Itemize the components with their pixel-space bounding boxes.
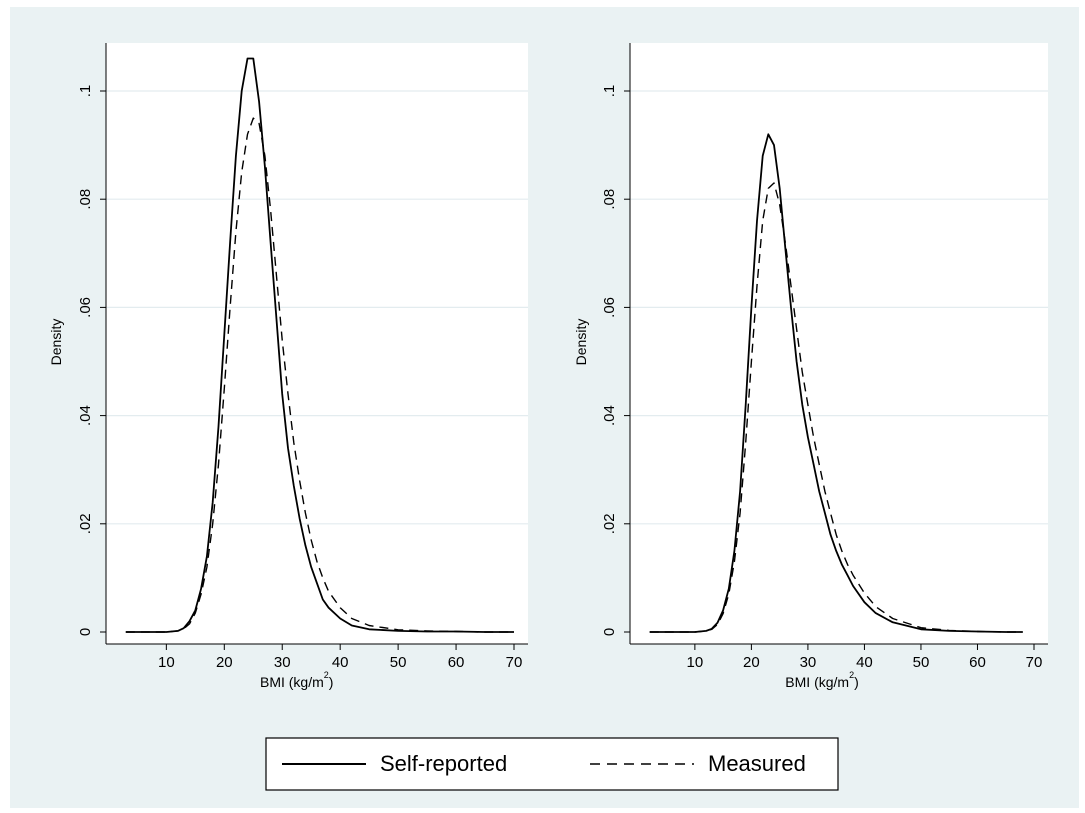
x-tick-label: 10 bbox=[687, 654, 704, 671]
x-tick-label: 40 bbox=[856, 654, 873, 671]
plot-area bbox=[630, 43, 1048, 644]
x-tick-label: 60 bbox=[448, 654, 465, 671]
y-tick-label: .02 bbox=[77, 513, 94, 534]
y-tick-label: .06 bbox=[77, 297, 94, 318]
series-line-measured bbox=[649, 182, 1023, 633]
y-tick-label: .08 bbox=[601, 189, 618, 210]
right-panel: 0 .02 .04 .06 .08 .1 10 20 30 40 50 60 70 Density BMI … bbox=[573, 43, 1048, 690]
y-tick-label: .1 bbox=[77, 85, 94, 98]
x-tick-label: 70 bbox=[506, 654, 523, 671]
series-line-self-reported bbox=[125, 57, 514, 633]
y-tick-label: .08 bbox=[77, 189, 94, 210]
legend-label-measured: Measured bbox=[708, 751, 806, 776]
legend-label-self-reported: Self-reported bbox=[380, 751, 507, 776]
x-tick-label: 10 bbox=[158, 654, 175, 671]
x-tick-label: 30 bbox=[274, 654, 291, 671]
left-panel: 0 .02 .04 .06 .08 .1 10 20 30 40 50 60 70 Density BMI … bbox=[48, 43, 528, 690]
x-axis-title: BMI (kg/m2) bbox=[785, 670, 858, 690]
y-axis-title: Density bbox=[48, 319, 64, 366]
x-tick-label: 50 bbox=[913, 654, 930, 671]
x-axis-title: BMI (kg/m2) bbox=[260, 670, 333, 690]
x-tick-label: 30 bbox=[800, 654, 817, 671]
series-line-self-reported bbox=[649, 133, 1023, 633]
y-tick-label: .1 bbox=[601, 85, 618, 98]
legend: Self-reported Measured bbox=[265, 737, 839, 791]
series-line-measured bbox=[125, 117, 514, 633]
x-tick-label: 70 bbox=[1026, 654, 1043, 671]
y-tick-label: .02 bbox=[601, 513, 618, 534]
y-tick-label: .04 bbox=[77, 405, 94, 426]
x-tick-label: 50 bbox=[390, 654, 407, 671]
x-tick-label: 60 bbox=[969, 654, 986, 671]
x-tick-label: 40 bbox=[332, 654, 349, 671]
y-tick-label: .06 bbox=[601, 297, 618, 318]
y-tick-label: 0 bbox=[601, 628, 618, 636]
plot-area bbox=[106, 43, 528, 644]
x-tick-label: 20 bbox=[216, 654, 233, 671]
y-tick-label: .04 bbox=[601, 405, 618, 426]
y-axis-title: Density bbox=[573, 319, 589, 366]
y-tick-label: 0 bbox=[77, 628, 94, 636]
x-tick-label: 20 bbox=[743, 654, 760, 671]
